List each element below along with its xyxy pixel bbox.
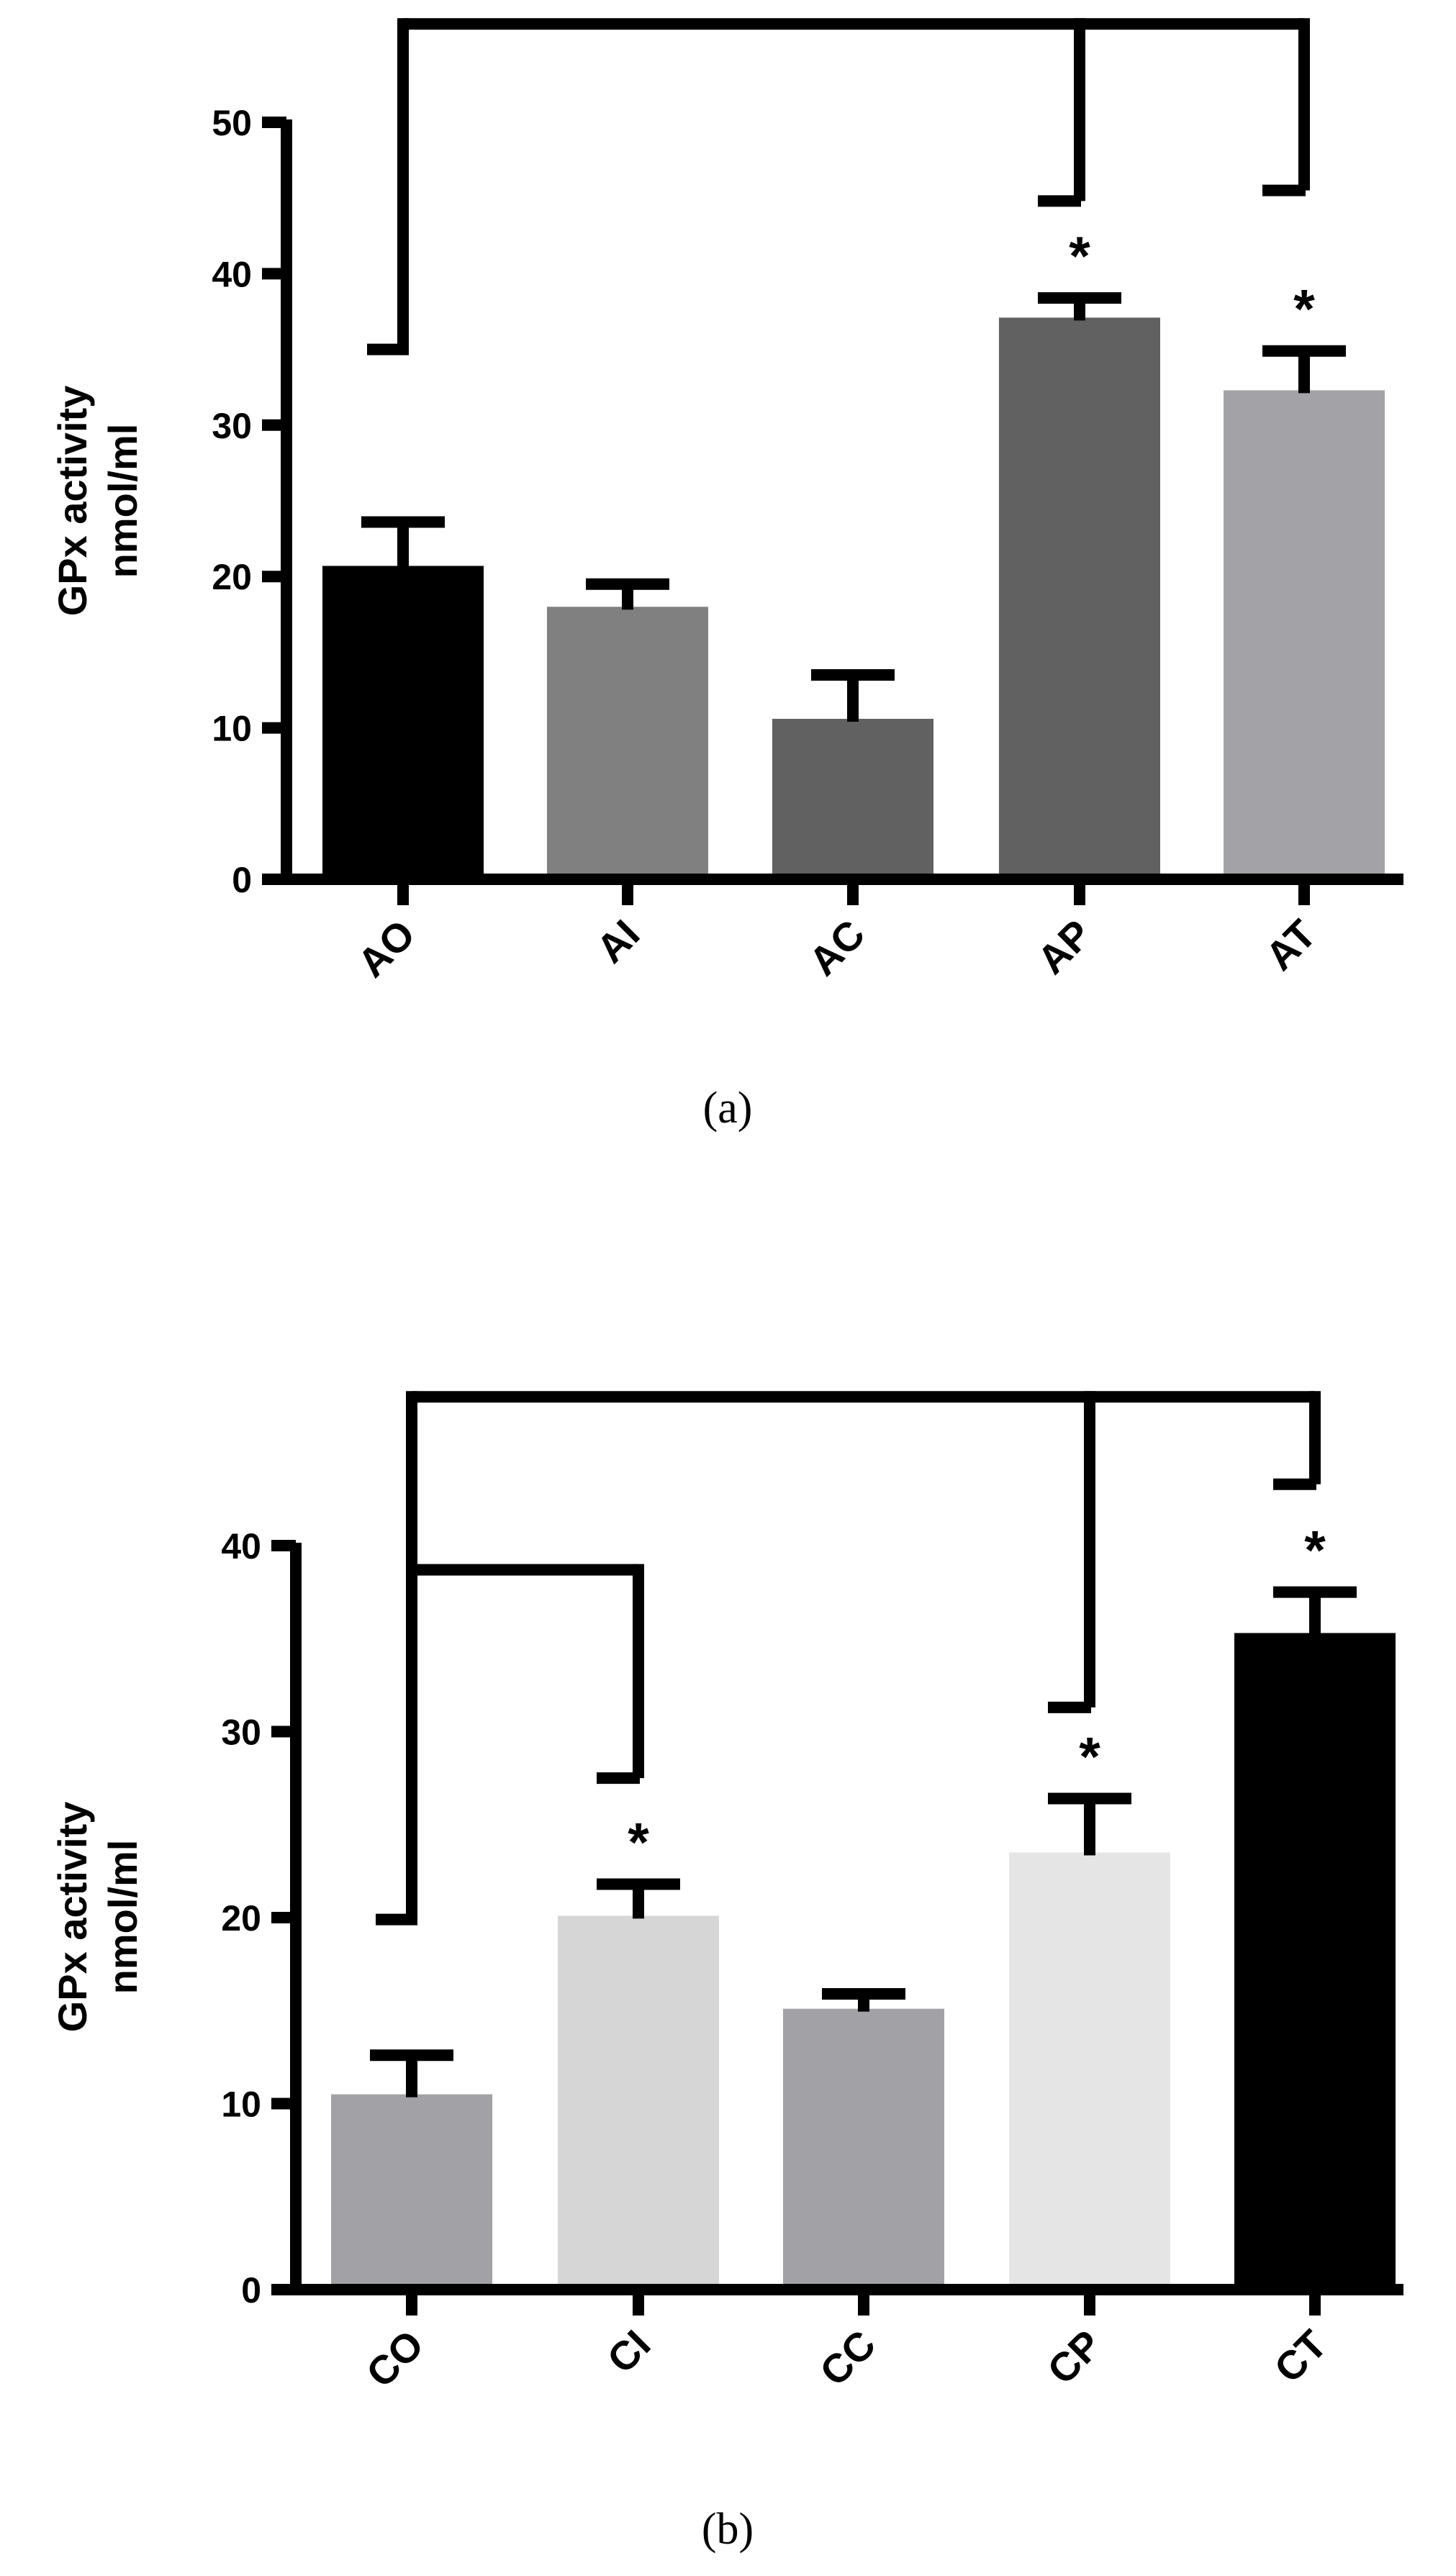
bar-ao [322,566,484,879]
panel-label: (a) [703,1084,753,1133]
y-tick-label-30: 30 [221,1713,261,1753]
y-tick-label-0: 0 [241,2270,261,2310]
y-axis-label-line-2: nmol/ml [100,424,145,579]
bar-ci [558,1915,719,2290]
y-axis-label-line-2: nmol/ml [100,1840,145,1995]
y-tick-label-20: 20 [221,1898,261,1938]
x-tick-label-ac: AC [800,911,874,984]
y-tick-label-10: 10 [212,709,252,749]
significance-star-ap: * [1069,226,1090,287]
panel-b-chart: 0 10 20 30 40 CO CI CC CP CT GPx activity nmol/ml * *… [50,1391,1403,2554]
x-tick-label-ct: CT [1265,2321,1335,2391]
significance-star-ct: * [1304,1520,1326,1582]
x-tick-label-ap: AP [1028,911,1100,983]
x-tick-label-ao: AO [349,911,424,986]
significance-star-at: * [1293,279,1315,340]
y-tick-label-0: 0 [232,860,252,900]
y-tick-label-20: 20 [212,557,252,597]
bar-cc [783,2008,944,2290]
bar-at [1224,390,1385,879]
bar-ct [1234,1633,1396,2290]
bar-ap [999,317,1160,879]
x-tick-label-cp: CP [1039,2321,1111,2393]
bar-ac [772,718,933,879]
y-tick-label-40: 40 [221,1526,261,1566]
y-tick-label-50: 50 [212,103,252,143]
x-tick-label-cc: CC [811,2321,885,2395]
y-tick-label-30: 30 [212,406,252,446]
significance-star-cp: * [1079,1727,1100,1788]
bar-co [331,2094,492,2290]
y-tick-label-40: 40 [212,254,252,294]
y-tick-label-10: 10 [221,2085,261,2125]
y-axis-label-line-1: GPx activity [50,1802,95,2033]
x-tick-label-ai: AI [587,911,648,971]
x-tick-label-ci: CI [598,2321,659,2382]
panel-a-chart: 0 10 20 30 40 50 AO AI AC AP AT GPx activity nmol/ml… [50,18,1403,1133]
panel-label: (b) [702,2505,754,2554]
bar-cp [1009,1852,1170,2290]
x-tick-label-co: CO [358,2321,433,2396]
significance-star-ci: * [628,1812,649,1873]
bar-ai [547,607,708,879]
y-axis-label-line-1: GPx activity [50,386,95,617]
x-tick-label-at: AT [1257,911,1324,979]
